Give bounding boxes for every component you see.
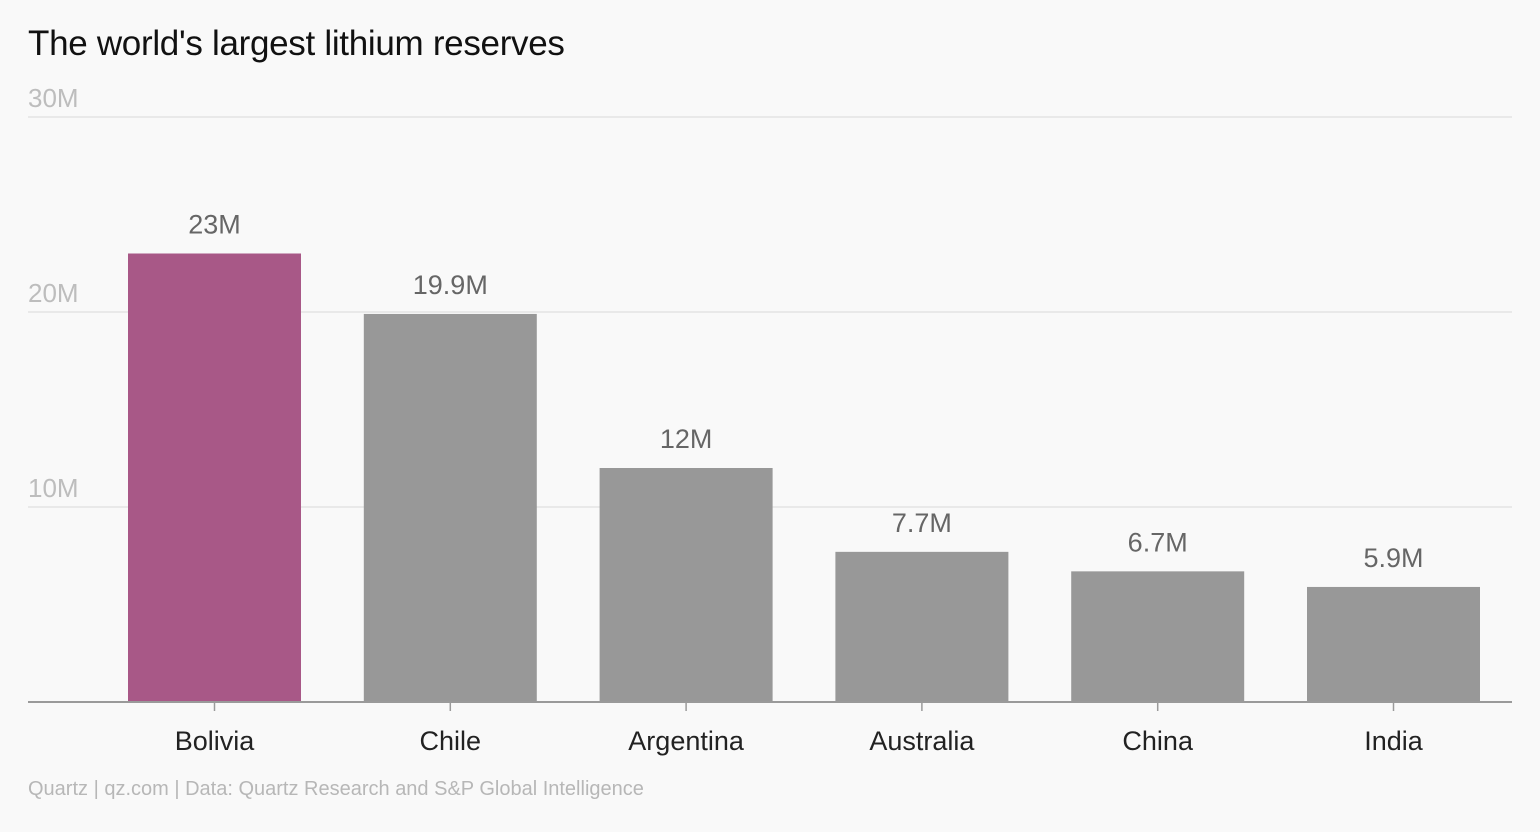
category-label-argentina: Argentina: [628, 726, 745, 756]
bar-china: [1071, 571, 1245, 702]
value-label-argentina: 12M: [660, 424, 713, 454]
category-label-bolivia: Bolivia: [175, 726, 256, 756]
value-label-bolivia: 23M: [188, 210, 241, 240]
category-label-chile: Chile: [420, 726, 482, 756]
bar-bolivia: [128, 253, 301, 702]
category-label-india: India: [1364, 726, 1424, 756]
chart-title: The world's largest lithium reserves: [28, 24, 565, 63]
value-label-india: 5.9M: [1363, 543, 1423, 573]
value-label-australia: 7.7M: [892, 508, 952, 538]
value-label-china: 6.7M: [1128, 527, 1188, 557]
y-tick-label: 20M: [28, 278, 79, 308]
bar-chile: [363, 313, 537, 702]
bar-india: [1307, 586, 1480, 702]
bar-australia: [835, 551, 1009, 702]
category-label-australia: Australia: [869, 726, 975, 756]
bar-argentina: [599, 468, 773, 702]
y-tick-label: 30M: [28, 83, 79, 113]
y-tick-label: 10M: [28, 473, 79, 503]
category-label-china: China: [1122, 726, 1194, 756]
source-credit: Quartz | qz.com | Data: Quartz Research …: [28, 778, 644, 800]
value-label-chile: 19.9M: [413, 270, 488, 300]
